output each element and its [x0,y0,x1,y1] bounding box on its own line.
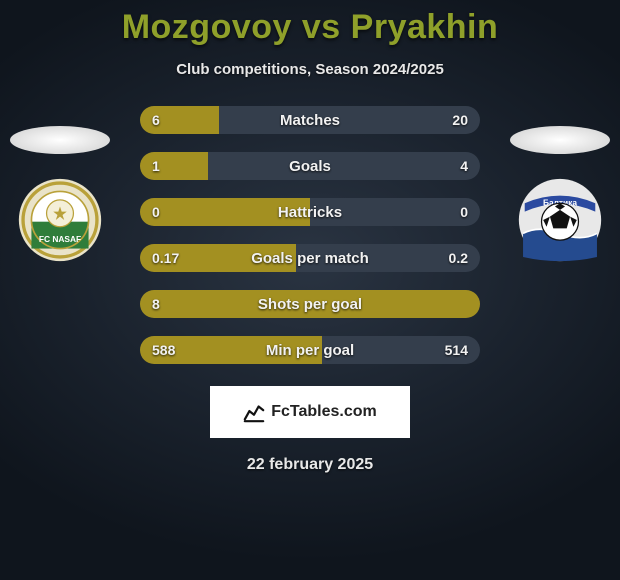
stats-container: Matches620 Goals14 Hattricks00 Goals per ma… [140,106,480,364]
stat-bar-right [208,152,480,180]
stat-row: Min per goal588514 [140,336,480,364]
stat-bar-track [140,198,480,226]
stat-bar-track [140,106,480,134]
subtitle: Club competitions, Season 2024/2025 [0,61,620,78]
stat-bar-track [140,244,480,272]
credit-badge[interactable]: FcTables.com [210,386,410,438]
stat-bar-right [322,336,480,364]
stat-bar-track [140,290,480,318]
baltika-logo-icon: Балтика [518,178,602,262]
stat-bar-right [296,244,480,272]
page-title: Mozgovoy vs Pryakhin [0,0,620,47]
team-logo-right: Балтика [518,178,602,262]
decorative-oval-right [510,126,610,154]
stat-bar-track [140,152,480,180]
title-separator: vs [302,8,341,46]
stat-bar-track [140,336,480,364]
decorative-oval-left [10,126,110,154]
comparison-card: Mozgovoy vs Pryakhin Club competitions, … [0,0,620,580]
credit-text: FcTables.com [271,403,377,421]
chart-icon [243,401,265,423]
stat-bar-left [140,106,219,134]
stat-bar-left [140,198,310,226]
stat-row: Matches620 [140,106,480,134]
stat-row: Goals per match0.170.2 [140,244,480,272]
player-right-name: Pryakhin [351,8,499,46]
fc-nasaf-logo-icon: FC NASAF [18,178,102,262]
stat-row: Hattricks00 [140,198,480,226]
stat-row: Goals14 [140,152,480,180]
stat-bar-left [140,290,480,318]
team-logo-left: FC NASAF [18,178,102,262]
stat-bar-left [140,152,208,180]
stat-bar-left [140,244,296,272]
player-left-name: Mozgovoy [122,8,292,46]
svg-text:FC NASAF: FC NASAF [39,234,81,244]
stat-row: Shots per goal8 [140,290,480,318]
date-label: 22 february 2025 [0,456,620,474]
stat-bar-right [219,106,480,134]
stat-bar-right [310,198,480,226]
stat-bar-left [140,336,322,364]
